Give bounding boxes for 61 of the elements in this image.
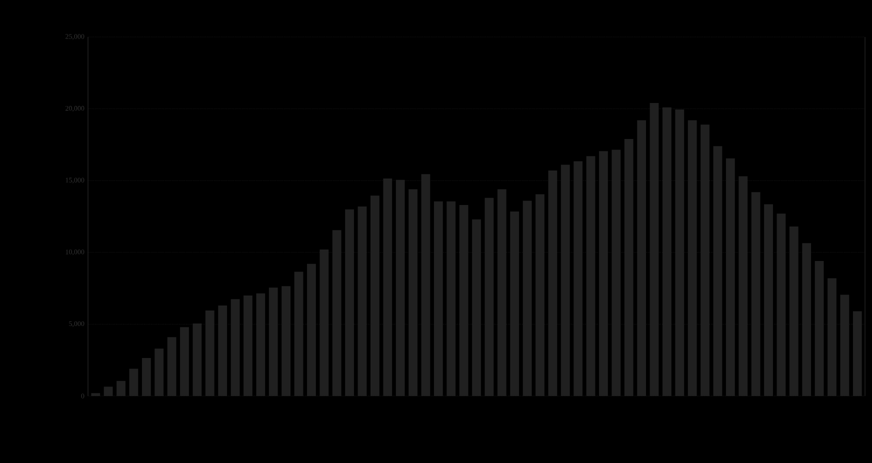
bar	[536, 194, 544, 396]
bar	[574, 161, 583, 396]
bar	[688, 120, 697, 396]
bar	[522, 200, 532, 396]
bar	[662, 107, 672, 396]
bar	[650, 103, 659, 396]
bar	[383, 178, 392, 396]
bar	[751, 192, 760, 396]
bar	[167, 337, 176, 396]
bar	[256, 293, 266, 396]
bar	[370, 196, 380, 396]
bar	[230, 299, 240, 396]
bar	[307, 264, 316, 396]
bar	[396, 180, 405, 396]
bar	[586, 156, 596, 396]
bar	[828, 278, 836, 396]
bar	[358, 206, 367, 396]
bar	[91, 393, 100, 396]
bar	[713, 146, 722, 396]
bar	[129, 368, 138, 396]
bar	[180, 327, 189, 396]
bar	[472, 219, 481, 396]
bar	[244, 295, 252, 396]
bar	[332, 230, 342, 396]
bar	[637, 120, 646, 396]
bar	[268, 288, 278, 396]
bar	[434, 201, 443, 396]
bar	[218, 306, 228, 396]
bar	[612, 150, 621, 396]
bar	[205, 310, 214, 396]
bar	[560, 164, 570, 396]
bar	[154, 348, 164, 396]
bar	[852, 311, 862, 396]
bar	[421, 174, 430, 396]
bar	[446, 201, 456, 396]
bar	[738, 176, 748, 396]
bar	[192, 323, 202, 396]
bar	[510, 211, 520, 396]
bar	[840, 294, 850, 396]
bar	[764, 204, 773, 396]
bar	[408, 189, 418, 396]
bar	[142, 358, 151, 396]
bar	[700, 124, 710, 396]
bar	[497, 189, 506, 396]
bar	[776, 214, 786, 396]
bar	[599, 151, 608, 396]
bar	[814, 261, 824, 396]
bar	[484, 198, 494, 396]
bar	[624, 138, 634, 396]
bar	[320, 250, 329, 396]
bar	[802, 243, 812, 396]
bar	[726, 158, 735, 396]
bar	[282, 286, 291, 396]
bar	[459, 205, 468, 396]
bar	[675, 110, 684, 396]
bar	[789, 226, 798, 396]
bar	[104, 386, 113, 396]
bar	[548, 170, 558, 396]
bar	[116, 380, 126, 396]
bar	[345, 209, 354, 396]
bar	[294, 272, 304, 396]
